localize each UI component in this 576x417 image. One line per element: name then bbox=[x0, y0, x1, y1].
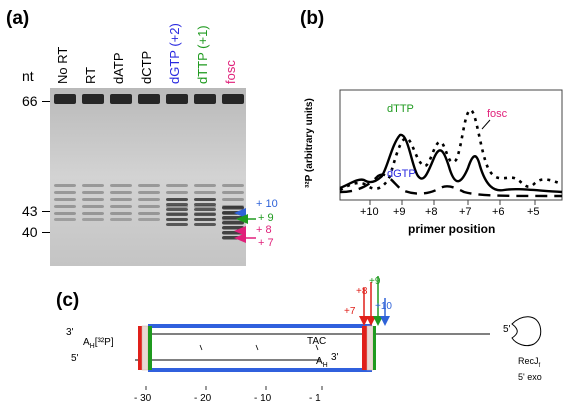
arrow-plus9 bbox=[236, 214, 248, 224]
panel-c-label: (c) bbox=[56, 290, 80, 311]
arrow-label-plus9: + 9 bbox=[258, 212, 274, 224]
annotation-dgtp: dGTP bbox=[387, 168, 416, 180]
lane-label-fosc: fosc bbox=[223, 60, 238, 84]
pos-minus1: - 1 bbox=[309, 393, 321, 404]
bottom-ah: AH bbox=[316, 356, 328, 369]
panel-a-label: (a) bbox=[6, 8, 30, 29]
lane-label-dctp: dCTP bbox=[139, 50, 154, 84]
trace-fosc bbox=[339, 108, 563, 192]
blue-frame bbox=[148, 324, 372, 372]
lane-label-no-rt: No RT bbox=[55, 46, 70, 84]
recj-label: RecJf 5' exo bbox=[518, 356, 542, 382]
panel-b-label: (b) bbox=[300, 8, 325, 29]
fosc-pointer bbox=[481, 119, 491, 130]
pos-minus10: - 10 bbox=[254, 393, 272, 404]
arrow-c-plus9: +9 bbox=[369, 276, 381, 287]
arrow-label-plus10: + 10 bbox=[256, 198, 278, 210]
trace-dgtp bbox=[339, 173, 563, 198]
tick-label-plus10: +10 bbox=[360, 206, 379, 218]
arrow-c-plus7: +7 bbox=[344, 306, 356, 317]
trace-dttp bbox=[339, 133, 563, 194]
top-strand-ah: AH[³²P] bbox=[83, 337, 114, 350]
lane-label-rt: RT bbox=[83, 66, 98, 84]
arrow-plus7 bbox=[234, 233, 246, 243]
lane-label-dttp: dTTP (+1) bbox=[195, 25, 210, 84]
panel-b-ylabel: ³²P (arbitrary units) bbox=[304, 98, 315, 188]
panel-b-xlabel: primer position bbox=[408, 222, 496, 236]
marker-40: 40 bbox=[22, 224, 38, 240]
substrate-diagram bbox=[135, 276, 542, 390]
tick-label-plus5: +5 bbox=[527, 206, 540, 218]
incorporation-arrows bbox=[359, 276, 390, 326]
annotation-dttp: dTTP bbox=[387, 103, 414, 115]
nt-axis-label: nt bbox=[22, 68, 34, 84]
marker-43-tick bbox=[42, 211, 50, 212]
pos-minus20: - 20 bbox=[194, 393, 212, 404]
tick-label-plus9: +9 bbox=[393, 206, 406, 218]
marker-40-tick bbox=[42, 232, 50, 233]
marker-66-tick bbox=[42, 101, 50, 102]
pos-minus30: - 30 bbox=[134, 393, 152, 404]
lane-label-datp: dATP bbox=[111, 52, 126, 84]
tick-label-plus6: +6 bbox=[492, 206, 505, 218]
tac-label: TAC bbox=[307, 336, 327, 347]
bottom-strand-5prime: 5' bbox=[71, 353, 79, 364]
arrow-label-plus7: + 7 bbox=[258, 237, 274, 249]
marker-66: 66 bbox=[22, 93, 38, 109]
bottom-strand-3prime: 3' bbox=[331, 352, 339, 363]
arrow-c-plus10: +10 bbox=[375, 301, 392, 312]
arrow-plus10 bbox=[234, 208, 246, 218]
marker-43: 43 bbox=[22, 203, 38, 219]
gel-arrows bbox=[234, 208, 256, 243]
lane-label-dgtp: dGTP (+2) bbox=[167, 23, 182, 84]
arrow-c-plus8: +8 bbox=[356, 286, 368, 297]
annotation-fosc: fosc bbox=[487, 108, 508, 120]
gel-image bbox=[50, 88, 246, 266]
top-strand-3prime: 3' bbox=[66, 327, 74, 338]
densitometry-plot bbox=[339, 89, 563, 205]
tick-label-plus8: +8 bbox=[425, 206, 438, 218]
right-5prime: 5' bbox=[503, 324, 511, 335]
recj-exonuclease bbox=[511, 316, 542, 347]
arrow-label-plus8: + 8 bbox=[256, 224, 272, 236]
arrow-plus8 bbox=[234, 226, 246, 236]
tick-label-plus7: +7 bbox=[459, 206, 472, 218]
